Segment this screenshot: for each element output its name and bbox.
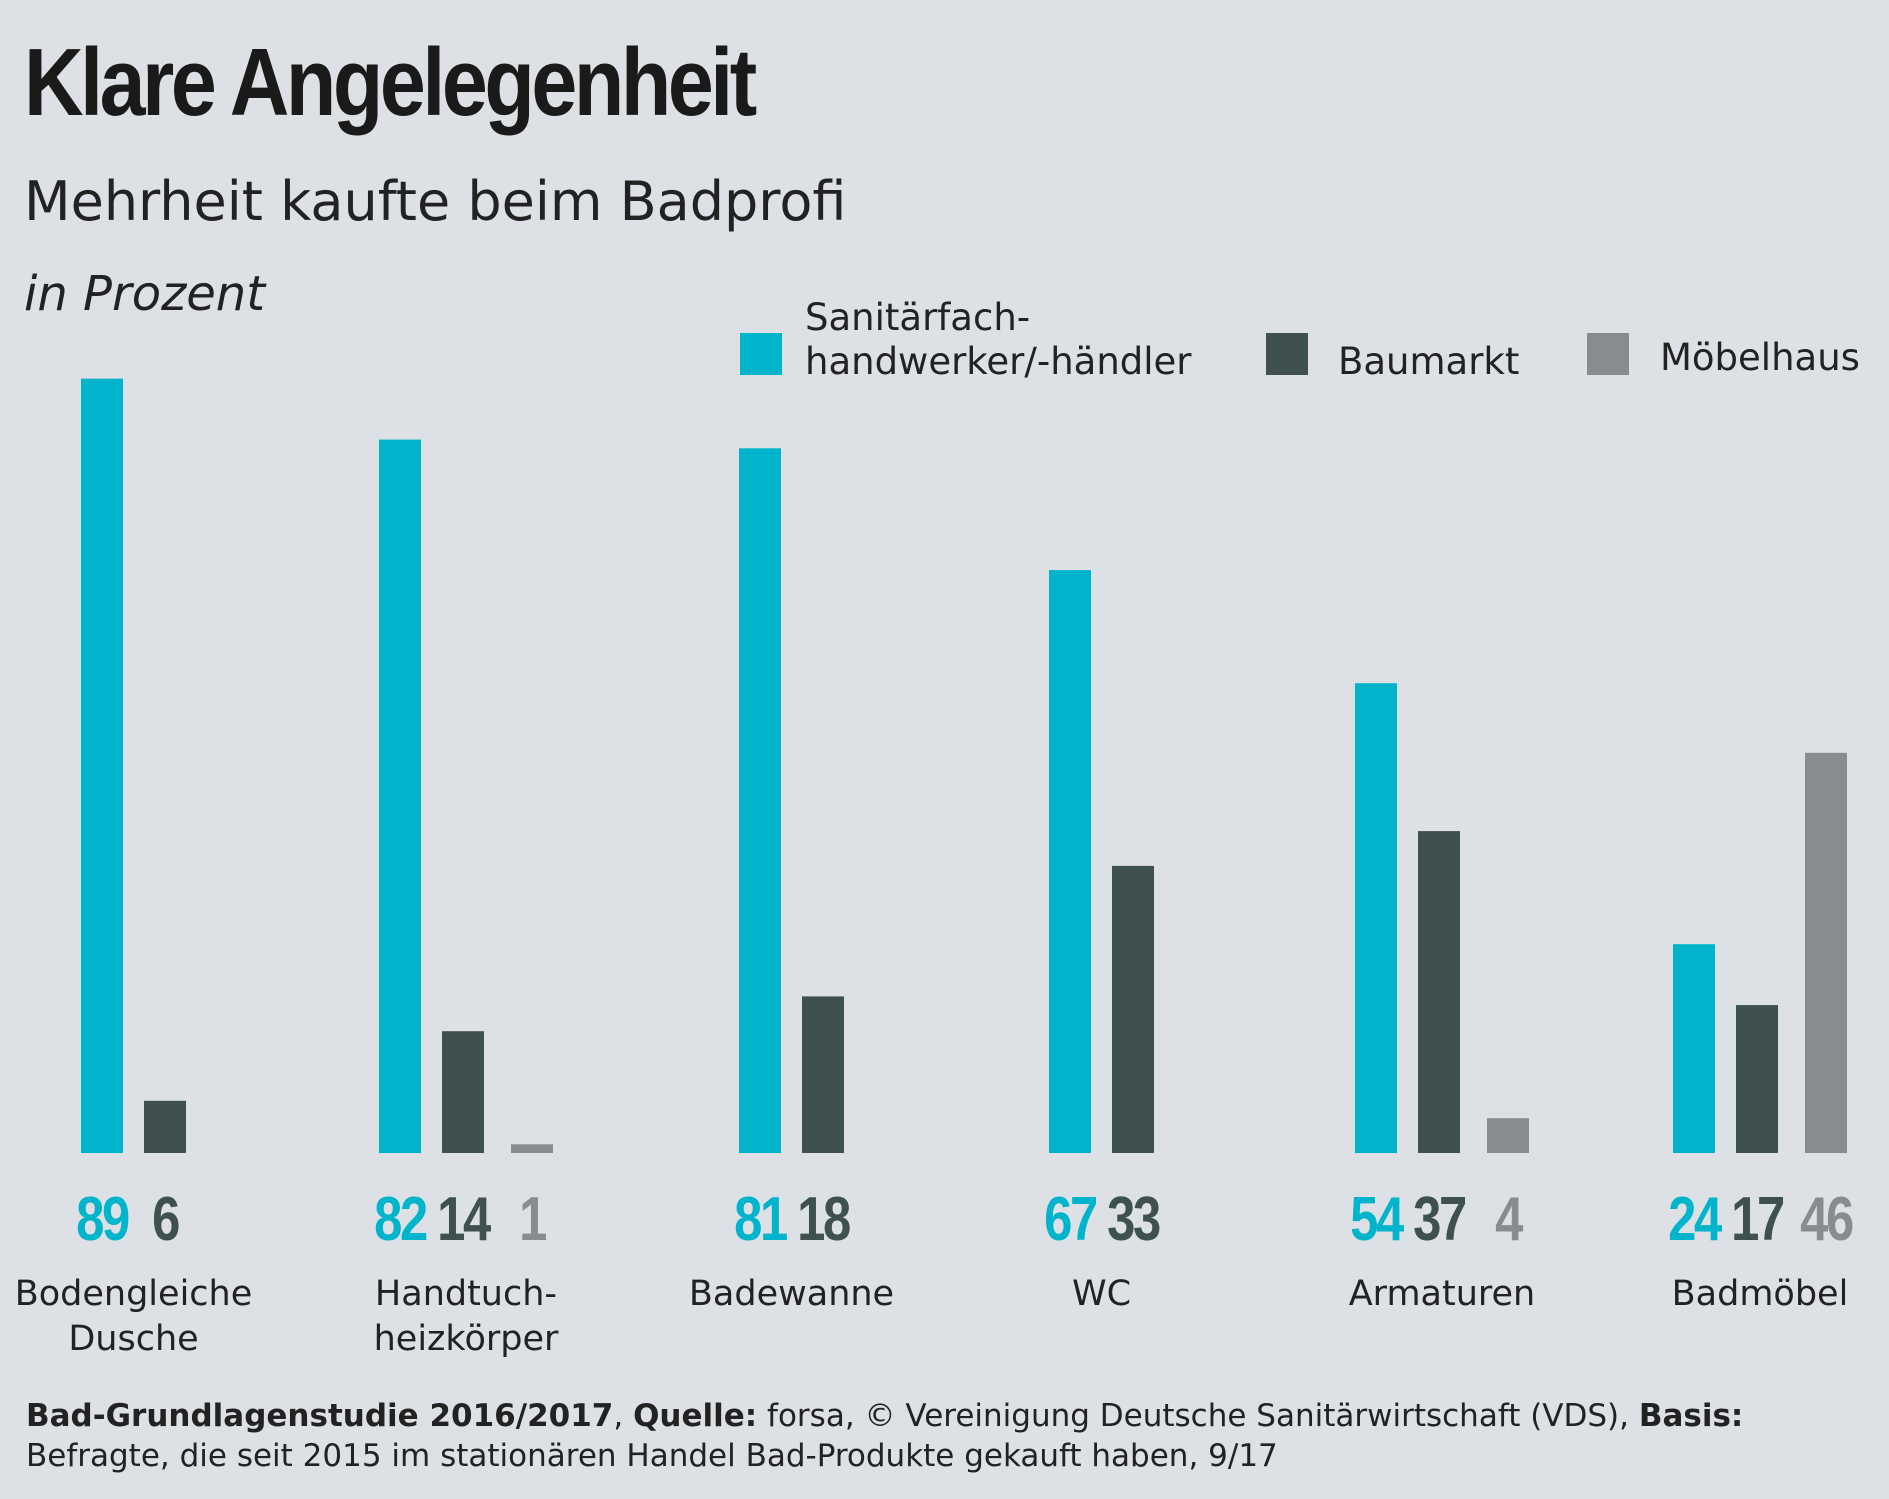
category-label: heizkörper (374, 1319, 559, 1359)
chart-title: Klare Angelegenheit (24, 29, 757, 136)
data-label: 46 (1800, 1185, 1853, 1254)
legend-swatch-sanitaer (740, 333, 782, 375)
category-label: Dusche (68, 1319, 198, 1359)
bar (1112, 865, 1154, 1153)
legend-swatch-moebelhaus (1587, 333, 1629, 375)
data-label: 1 (519, 1185, 546, 1254)
category-label: Bodengleiche (15, 1274, 253, 1314)
bar (144, 1100, 186, 1153)
category-label: Badewanne (689, 1274, 894, 1314)
data-label: 33 (1107, 1185, 1160, 1254)
footer-source-text: forsa, © Vereinigung Deutsche Sanitärwir… (757, 1398, 1639, 1434)
bar-chart: 89 6 Bodengleiche Dusche 82 14 1 Handtuch-heizk… (15, 378, 1855, 1359)
data-label: 17 (1731, 1185, 1784, 1254)
data-label: 54 (1350, 1185, 1405, 1254)
category-label: WC (1072, 1274, 1131, 1314)
data-label: 18 (797, 1185, 850, 1254)
category-label: Handtuch- (375, 1274, 557, 1314)
legend-label-sanitaer-line2: handwerker/-händler (805, 340, 1192, 383)
footer-basis-label: Basis: (1638, 1398, 1744, 1434)
footer-basis-text: Befragte, die seit 2015 im stationären H… (26, 1438, 1278, 1474)
source-footer: Bad-Grundlagenstudie 2016/2017, Quelle: … (26, 1396, 1866, 1476)
bar (1049, 570, 1091, 1153)
category-label: Armaturen (1349, 1274, 1536, 1314)
data-label: 82 (374, 1185, 427, 1254)
bar (1736, 1005, 1778, 1153)
data-label: 81 (734, 1185, 787, 1254)
bar (1355, 683, 1397, 1153)
bar (442, 1031, 484, 1153)
bar (379, 439, 421, 1154)
bar (511, 1144, 553, 1153)
bar (802, 996, 844, 1153)
bar (1418, 831, 1460, 1153)
data-label: 6 (152, 1185, 179, 1254)
unit-label: in Prozent (24, 266, 266, 322)
legend-swatch-baumarkt (1266, 333, 1308, 375)
bar (1673, 944, 1715, 1153)
footer-sep: , (613, 1398, 634, 1434)
data-label: 24 (1668, 1185, 1723, 1254)
footer-source-label: Quelle: (633, 1398, 758, 1434)
data-label: 14 (437, 1185, 492, 1254)
data-label: 67 (1044, 1185, 1097, 1254)
bar (81, 378, 123, 1153)
footer-study: Bad-Grundlagenstudie 2016/2017 (26, 1398, 614, 1434)
data-label: 37 (1413, 1185, 1466, 1254)
data-label: 89 (76, 1185, 129, 1254)
bar (1805, 752, 1847, 1153)
legend-label-baumarkt: Baumarkt (1338, 340, 1520, 383)
bar (1487, 1118, 1529, 1153)
bar (739, 448, 781, 1153)
chart-subtitle: Mehrheit kaufte beim Badprofi (24, 170, 847, 233)
category-label: Badmöbel (1672, 1274, 1849, 1314)
data-label: 4 (1495, 1185, 1524, 1254)
legend-label-moebelhaus: Möbelhaus (1660, 336, 1860, 379)
legend-label-sanitaer-line1: Sanitärfach- (805, 296, 1031, 339)
